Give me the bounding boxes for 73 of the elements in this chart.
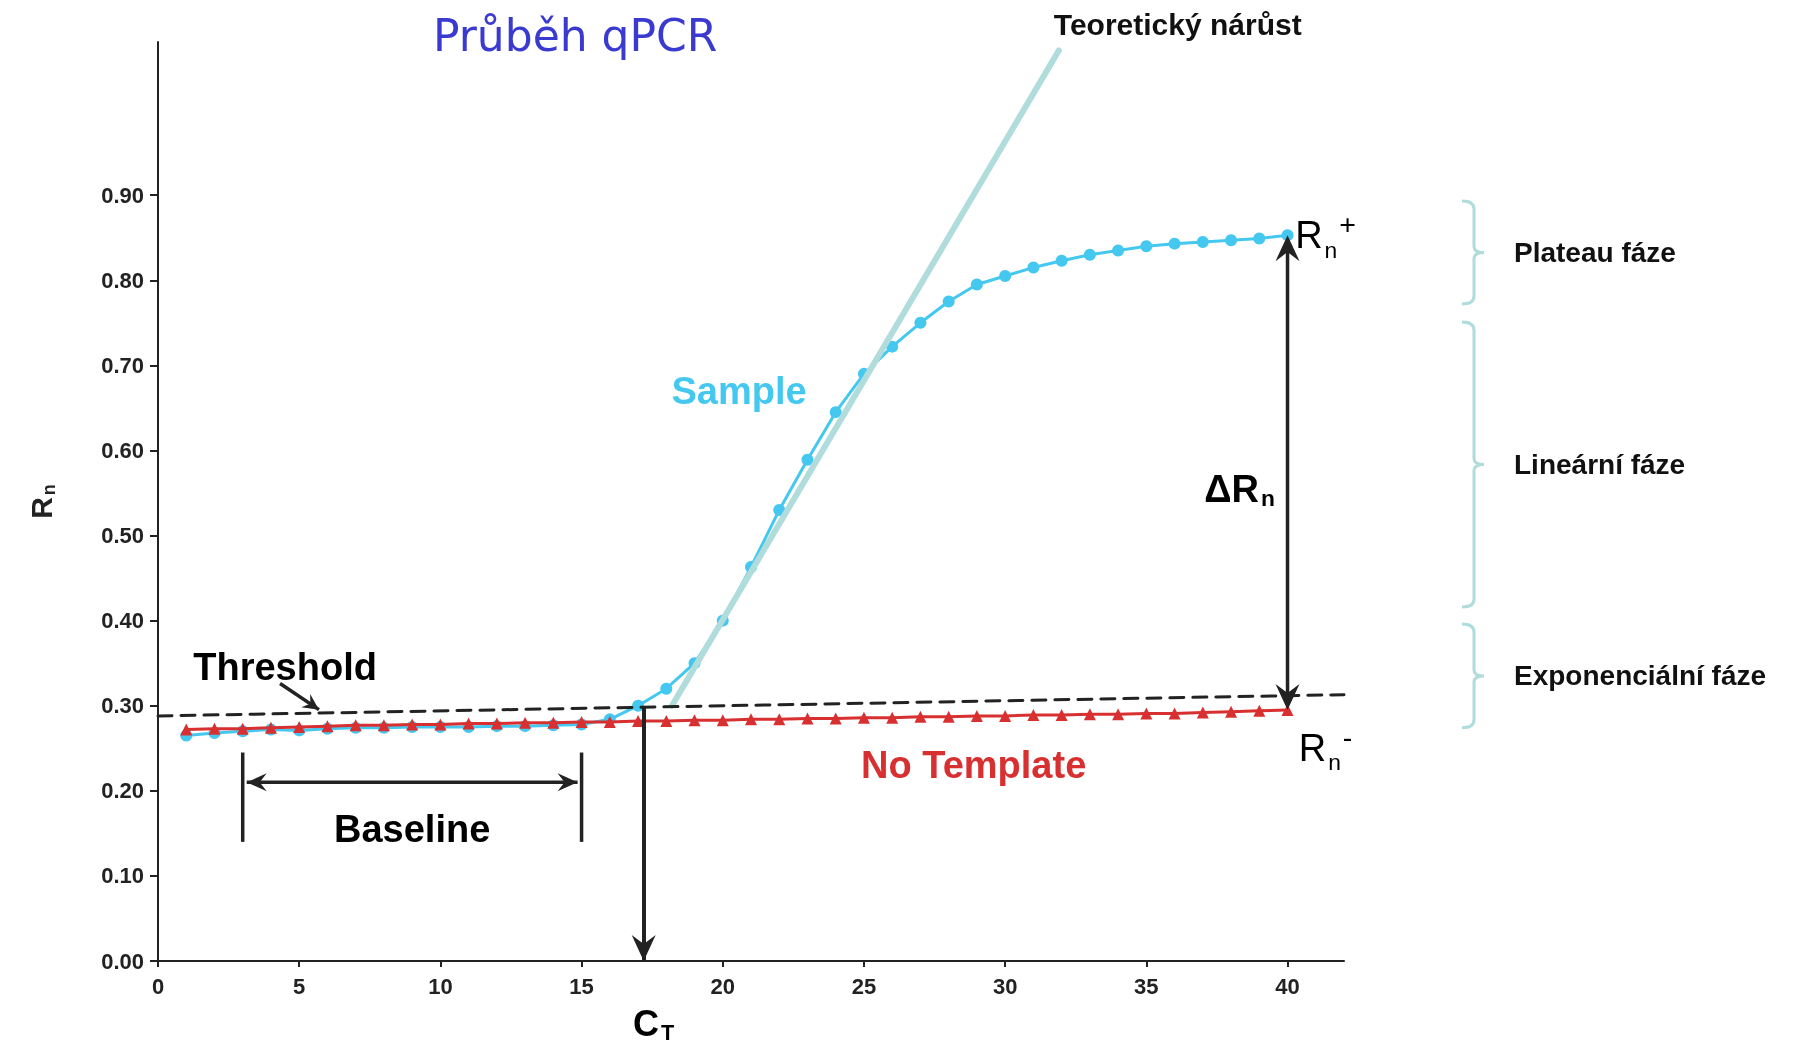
- point: [1055, 709, 1068, 722]
- point: [180, 723, 193, 736]
- point: [773, 504, 786, 517]
- point: [1055, 254, 1068, 267]
- point: [829, 406, 842, 419]
- y-tick-label: 0.00: [101, 948, 144, 974]
- point: [1083, 708, 1096, 721]
- x-tick-label: 35: [1134, 973, 1159, 999]
- point: [519, 716, 532, 729]
- y-tick-label: 0.70: [101, 352, 144, 378]
- point: [1225, 705, 1238, 718]
- point: [801, 453, 814, 466]
- point: [886, 711, 899, 724]
- point: [1083, 248, 1096, 261]
- point: [716, 714, 729, 727]
- point: [773, 713, 786, 726]
- point: [1225, 234, 1238, 247]
- y-axis-title: Rn: [25, 484, 59, 519]
- x-tick-label: 30: [992, 973, 1018, 999]
- point: [1253, 704, 1266, 717]
- series-label: No Template: [861, 743, 1087, 786]
- x-tick-label: 25: [851, 973, 877, 999]
- y-tick-label: 0.30: [101, 693, 144, 719]
- text: Exponenciální fáze: [1514, 660, 1767, 692]
- point: [801, 712, 814, 725]
- point: [660, 715, 673, 728]
- y-tick-label: 0.10: [101, 863, 144, 889]
- point: [462, 717, 475, 730]
- y-tick-label: 0.60: [101, 437, 144, 463]
- point: [1112, 708, 1125, 721]
- point: [1027, 709, 1040, 722]
- point: [999, 709, 1012, 722]
- x-tick-label: 0: [151, 973, 165, 999]
- y-tick-label: 0.80: [101, 267, 144, 293]
- point: [914, 710, 927, 723]
- series-label: Sample: [671, 370, 807, 413]
- x-tick-label: 15: [569, 973, 594, 999]
- point: [857, 711, 870, 724]
- point: [942, 295, 955, 308]
- point: [942, 710, 955, 723]
- point: [829, 712, 842, 725]
- point: [1253, 232, 1266, 245]
- point: [970, 709, 983, 722]
- point: [1140, 707, 1153, 720]
- point: [1196, 706, 1209, 719]
- point: [208, 722, 221, 735]
- x-tick-label: 10: [428, 973, 453, 999]
- text: Plateau fáze: [1514, 237, 1676, 269]
- y-tick-label: 0.40: [101, 608, 144, 634]
- text: Lineární fáze: [1514, 448, 1686, 480]
- y-tick-label: 0.90: [101, 182, 144, 208]
- y-tick-label: 0.50: [101, 523, 144, 549]
- x-tick-label: 5: [293, 973, 306, 999]
- chart-title: Průběh qPCR: [433, 9, 718, 61]
- point: [1112, 244, 1125, 257]
- point: [688, 714, 701, 727]
- point: [1140, 240, 1153, 253]
- x-tick-label: 40: [1275, 973, 1300, 999]
- point: [745, 713, 757, 726]
- point: [1027, 261, 1040, 274]
- x-tick-label: 20: [710, 973, 735, 999]
- point: [999, 270, 1012, 282]
- point: [1196, 235, 1209, 248]
- point: [1168, 237, 1181, 250]
- point: [914, 316, 927, 329]
- point: [1168, 707, 1181, 720]
- series-label: Teoretický nárůst: [1053, 8, 1302, 42]
- point: [970, 278, 983, 291]
- y-tick-label: 0.20: [101, 778, 144, 804]
- point: [293, 721, 306, 733]
- annotation: Baseline: [333, 808, 491, 851]
- annotation: Threshold: [193, 646, 377, 689]
- point: [660, 682, 673, 695]
